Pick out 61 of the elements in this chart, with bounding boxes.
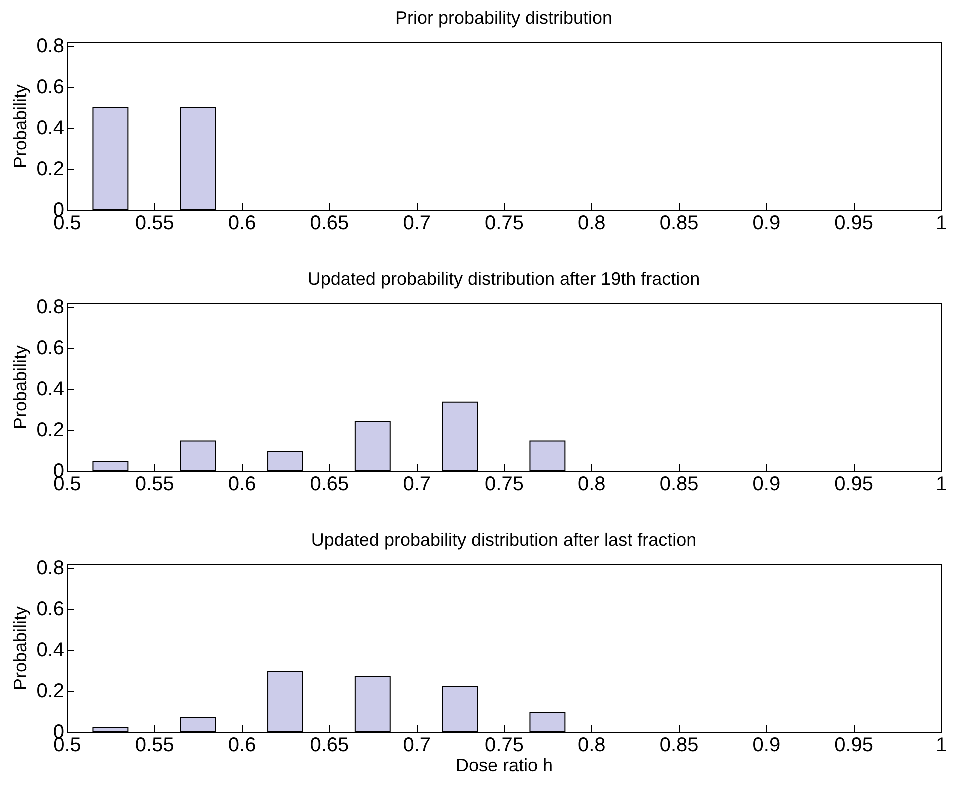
y-tick-label: 0.4: [36, 378, 64, 401]
x-tick-label: 0.6: [228, 734, 256, 756]
bar: [180, 440, 216, 472]
x-tick-label: 0.7: [403, 212, 432, 234]
y-axis-title: Probability: [10, 345, 31, 430]
x-tick-label: 0.65: [310, 474, 350, 496]
x-tick-label: 0.75: [485, 212, 524, 234]
x-tick-label: 0.65: [310, 212, 350, 234]
bar: [354, 676, 391, 732]
x-tick-label: 0.8: [578, 474, 606, 496]
y-axis-title: Probability: [10, 84, 31, 169]
y-tick-label: 0.8: [36, 558, 64, 580]
x-tick-label: 0.55: [135, 474, 174, 496]
bar: [442, 686, 478, 732]
y-tick-label: 0.4: [36, 640, 64, 662]
bar: [354, 421, 391, 472]
x-tick-label: 0.55: [135, 212, 174, 234]
x-tick-label: 0.6: [228, 212, 256, 234]
bar: [268, 451, 304, 472]
x-tick-label: 0.7: [403, 734, 432, 756]
x-tick-label: 0.9: [752, 212, 781, 234]
y-tick-label: 0.6: [36, 598, 64, 621]
bar: [180, 717, 216, 732]
y-tick-label: 0.2: [36, 680, 64, 703]
x-tick-label: 0.85: [660, 734, 699, 756]
x-tick-label: 0.9: [752, 474, 781, 496]
x-tick-label: 0.85: [660, 212, 699, 234]
x-tick-label: 0.85: [660, 474, 699, 496]
x-tick-label: 0.95: [834, 734, 874, 756]
bar: [92, 727, 129, 732]
x-tick-label: 0.55: [135, 734, 174, 756]
chart-title: Updated probability distribution after 19th fraction: [308, 269, 700, 290]
bar: [530, 712, 566, 732]
bar: [92, 461, 129, 472]
x-tick-label: 0.8: [578, 734, 606, 756]
y-tick-label: 0.8: [36, 296, 64, 319]
x-tick-label: 1: [936, 212, 948, 234]
x-tick-label: 1: [936, 474, 948, 496]
x-tick-label: 0.75: [485, 734, 524, 756]
x-tick-label: 0.95: [834, 474, 874, 496]
bar: [442, 402, 478, 472]
x-tick-label: 1: [936, 734, 948, 756]
y-tick-label: 0.4: [36, 118, 64, 140]
x-tick-label: 0.75: [485, 474, 524, 496]
x-tick-label: 0.6: [228, 474, 256, 496]
chart-title: Prior probability distribution: [395, 8, 613, 28]
y-tick-label: 0.6: [36, 76, 64, 99]
y-tick-label: 0.2: [36, 420, 64, 442]
y-tick-label: 0.8: [36, 36, 64, 58]
bar: [268, 671, 304, 732]
x-tick-label: 0.9: [752, 734, 781, 756]
x-tick-label: 0.8: [578, 212, 606, 234]
x-tick-label: 0.95: [834, 212, 874, 234]
y-axis-title: Probability: [10, 606, 31, 691]
x-axis-title: Dose ratio h: [456, 756, 554, 776]
y-tick-label: 0.6: [36, 338, 64, 360]
y-tick-label: 0.2: [36, 158, 64, 181]
x-tick-label: 0.7: [403, 474, 432, 496]
chart-title: Updated probability distribution after last fraction: [311, 530, 697, 550]
x-tick-label: 0.65: [310, 734, 350, 756]
bar: [530, 440, 566, 472]
